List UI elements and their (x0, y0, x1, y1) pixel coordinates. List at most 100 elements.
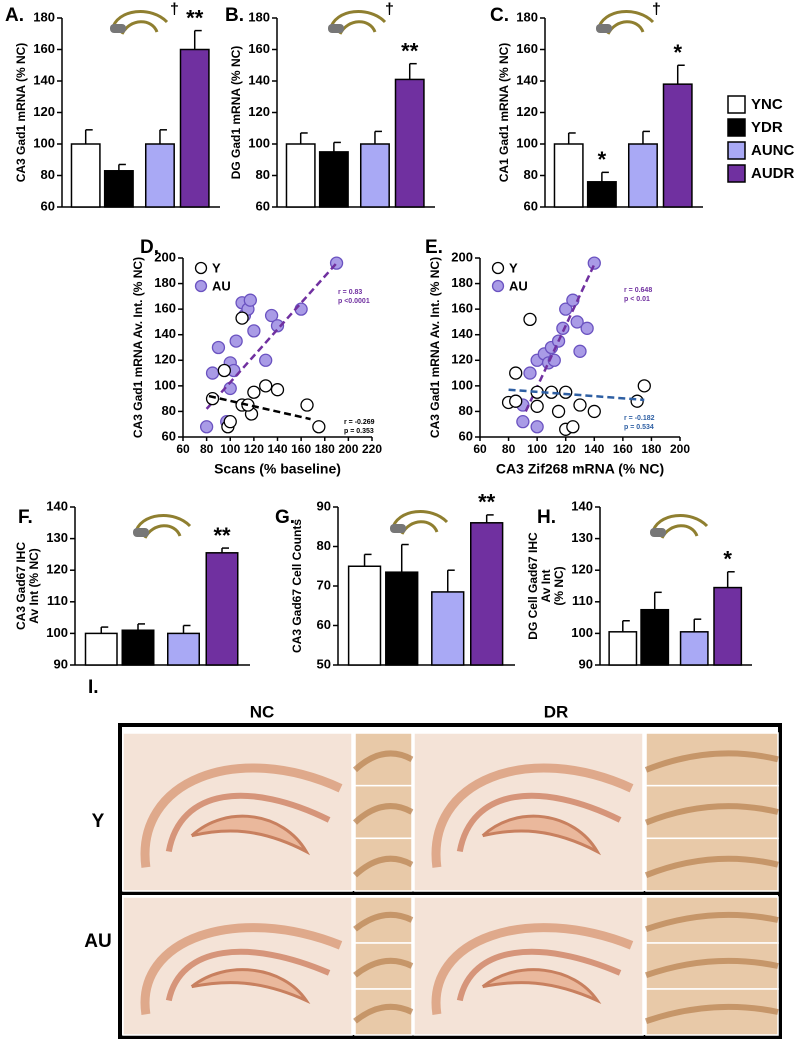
scatter-point (516, 415, 530, 429)
y-tick-label: 180 (33, 9, 55, 24)
y-tick-label: 180 (516, 9, 538, 24)
y-tick-label: 140 (516, 72, 538, 87)
x-tick-label: 100 (527, 442, 547, 456)
panel-letter: I. (88, 677, 99, 698)
x-tick-label: 60 (473, 442, 487, 456)
legend-swatch (727, 164, 746, 183)
scatter-point (509, 394, 523, 408)
brain-icon-highlight (596, 24, 612, 33)
photo-tissue (352, 803, 414, 825)
x-tick-label: 220 (362, 442, 382, 456)
photo-tissue (140, 763, 343, 868)
y-tick-label: 140 (33, 72, 55, 87)
y-axis-label: Av Int (% NC) (27, 548, 41, 624)
scatter-point (559, 385, 573, 399)
y-axis-label: CA1 Gad1 mRNA (% NC) (497, 43, 511, 183)
y-tick-label: 90 (317, 498, 331, 513)
y-tick-label: 130 (46, 530, 68, 545)
scatter-point (205, 391, 220, 406)
photo (645, 837, 779, 892)
bar (84, 632, 118, 666)
scatter-point (570, 315, 584, 329)
panel-letter: H. (537, 507, 556, 528)
photo-tissue (644, 750, 779, 773)
x-tick-label: 80 (200, 442, 214, 456)
scatter-point (243, 293, 257, 307)
row-label: Y (92, 811, 105, 832)
scatter-point (551, 404, 566, 419)
column-label: DR (544, 702, 569, 721)
photo (645, 988, 779, 1036)
photo (645, 784, 779, 840)
photo-tissue (481, 814, 602, 856)
scatter-point (559, 302, 573, 316)
x-tick-label: 160 (613, 442, 633, 456)
marker: † (385, 1, 394, 18)
scatter-point (573, 398, 587, 412)
scatter-point (300, 398, 314, 412)
stats-label: p <0.0001 (338, 298, 370, 305)
bar (713, 586, 743, 666)
scatter-point (264, 308, 279, 323)
y-tick-label: 140 (154, 326, 176, 341)
significance: ** (478, 490, 496, 515)
scatter-point (587, 256, 601, 270)
scatter-point (530, 399, 544, 413)
x-axis-label: Scans (% baseline) (214, 461, 341, 477)
x-tick-label: 200 (338, 442, 358, 456)
bar (359, 143, 390, 208)
y-tick-label: 160 (516, 41, 538, 56)
photo-tissue (644, 855, 779, 878)
y-axis-label: DG Cell Gad67 IHC (526, 532, 540, 640)
stats-label: p = 0.353 (344, 428, 374, 435)
bar (144, 143, 175, 208)
photo-tissue (456, 948, 622, 1002)
scatter-point (509, 366, 523, 380)
legend-swatch (727, 118, 746, 137)
bar (470, 522, 504, 666)
photo-tissue (481, 968, 602, 1005)
y-tick-label: 180 (154, 275, 176, 290)
y-tick-label: 120 (33, 104, 55, 119)
y-tick-label: 60 (41, 198, 55, 213)
y-tick-label: 120 (248, 104, 270, 119)
photo-tissue (645, 911, 779, 933)
y-tick-label: 120 (571, 562, 593, 577)
column-label: NC (250, 702, 275, 721)
y-tick-label: 120 (46, 562, 68, 577)
scatter-point (223, 415, 237, 429)
scatter-point (270, 383, 285, 397)
bar (431, 591, 465, 666)
panel-letter: E. (425, 237, 443, 258)
x-tick-label: 80 (502, 442, 516, 456)
y-axis-label: DG Gad1 mRNA (% NC) (229, 46, 243, 180)
y-tick-label: 80 (41, 167, 55, 182)
x-axis-label: CA3 Zif268 mRNA (% NC) (496, 461, 664, 477)
scatter-point (580, 321, 594, 335)
y-tick-label: 120 (451, 352, 473, 367)
y-tick-label: 80 (524, 167, 538, 182)
y-tick-label: 100 (451, 377, 473, 392)
scatter-point (630, 394, 644, 408)
brain-icon-highlight (328, 24, 344, 33)
photo (645, 896, 779, 944)
brain-icon-highlight (133, 528, 149, 537)
bar (385, 571, 419, 666)
photo-tissue (431, 923, 634, 1015)
y-tick-label: 120 (516, 104, 538, 119)
bar (205, 552, 239, 666)
x-tick-label: 160 (291, 442, 311, 456)
y-tick-label: 60 (317, 617, 331, 632)
y-axis-label: CA3 Gad67 IHC (14, 542, 28, 630)
bar (394, 78, 425, 208)
significance: * (673, 40, 682, 65)
panel-letter: D. (140, 237, 159, 258)
scatter-point (217, 363, 231, 378)
panel-letter: A. (5, 5, 24, 26)
y-tick-label: 110 (572, 593, 593, 608)
y-tick-label: 100 (154, 377, 176, 392)
y-tick-label: 100 (248, 135, 270, 150)
bar (553, 143, 584, 208)
scatter-point (235, 311, 249, 325)
scatter-point (270, 319, 285, 333)
